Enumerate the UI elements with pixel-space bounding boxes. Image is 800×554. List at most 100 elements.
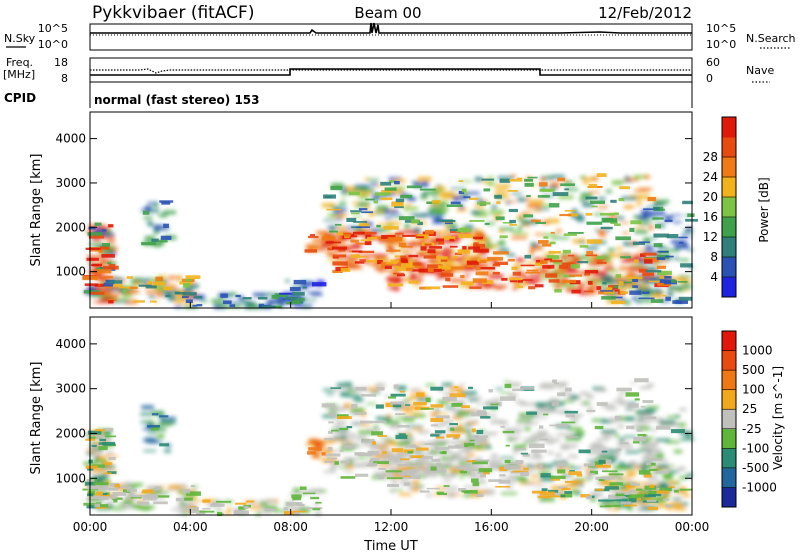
velocity-cell-1274 xyxy=(621,484,628,489)
power-cell-579 xyxy=(367,236,378,240)
power-cell-906 xyxy=(536,273,542,277)
velocity-cell-92 xyxy=(95,429,106,432)
velocity-cbar-tick-7: -1000 xyxy=(742,480,777,494)
power-cell-1016 xyxy=(600,226,613,230)
velocity-cell-338 xyxy=(325,453,341,457)
velocity-cell-1252 xyxy=(557,486,568,489)
velocity-cell-554 xyxy=(407,450,421,454)
power-cell-1108 xyxy=(530,242,538,247)
velocity-cell-1039 xyxy=(601,419,614,424)
velocity-cell-64 xyxy=(98,457,103,461)
velocity-cell-28 xyxy=(87,490,96,496)
power-cell-446 xyxy=(398,251,410,254)
velocity-cell-194 xyxy=(137,501,150,506)
velocity-cell-1140 xyxy=(579,403,593,406)
velocity-cell-849 xyxy=(519,482,528,485)
power-cell-743 xyxy=(375,184,387,187)
power-cell-957 xyxy=(531,219,541,223)
velocity-cell-1100 xyxy=(524,427,531,431)
power-cell-1307 xyxy=(632,296,637,301)
velocity-cell-1046 xyxy=(601,450,608,453)
velocity-cell-394 xyxy=(451,452,461,457)
velocity-cell-671 xyxy=(372,420,387,424)
velocity-cell-484 xyxy=(340,476,356,479)
velocity-cell-1057 xyxy=(540,432,548,437)
velocity-cell-991 xyxy=(617,424,625,429)
velocity-cell-721 xyxy=(472,435,489,438)
velocity-cell-171 xyxy=(126,488,137,492)
velocity-cell-753 xyxy=(430,411,439,417)
power-cell-783 xyxy=(400,194,413,199)
power-cell-1261 xyxy=(584,269,599,274)
velocity-cell-933 xyxy=(531,449,547,453)
velocity-cell-673 xyxy=(476,410,487,415)
power-cell-1372 xyxy=(629,290,642,295)
power-cell-652 xyxy=(330,227,335,232)
velocity-cell-1132 xyxy=(564,410,578,414)
velocity-cell-321 xyxy=(308,447,322,451)
power-cell-615 xyxy=(328,225,342,228)
velocity-cell-605 xyxy=(471,412,488,417)
velocity-cell-1420 xyxy=(658,422,674,427)
velocity-cell-1157 xyxy=(643,473,652,478)
power-cell-503 xyxy=(325,234,339,237)
velocity-cell-1018 xyxy=(589,444,605,449)
power-cell-363 xyxy=(332,261,348,266)
power-cell-307 xyxy=(311,293,323,296)
velocity-cell-968 xyxy=(515,423,530,426)
power-cell-892 xyxy=(449,278,466,282)
power-cell-492 xyxy=(369,262,383,266)
nsearch-tick-high: 10^5 xyxy=(706,22,736,35)
power-cell-1060 xyxy=(529,199,544,204)
velocity-cell-774 xyxy=(463,424,473,427)
velocity-cell-1255 xyxy=(636,497,641,501)
power-cell-637 xyxy=(384,217,391,220)
power-cell-1074 xyxy=(582,202,594,207)
velocity-cell-877 xyxy=(396,466,409,471)
velocity-cell-1021 xyxy=(586,409,596,413)
velocity-cbar-swatch-2 xyxy=(722,448,736,469)
power-cell-201 xyxy=(161,201,171,205)
velocity-cell-1090 xyxy=(623,435,638,438)
velocity-cell-539 xyxy=(415,452,431,456)
velocity-cell-954 xyxy=(647,451,657,455)
velocity-cell-19 xyxy=(86,433,101,437)
power-cell-642 xyxy=(346,217,357,223)
velocity-cell-620 xyxy=(354,412,367,415)
velocity-cell-264 xyxy=(264,505,278,510)
power-cell-1010 xyxy=(607,248,615,252)
power-cell-1097 xyxy=(586,251,594,255)
power-cell-571 xyxy=(449,230,461,234)
velocity-cell-91 xyxy=(100,489,106,492)
velocity-cell-830 xyxy=(495,485,511,488)
power-cell-1363 xyxy=(601,296,616,300)
velocity-cell-575 xyxy=(464,442,475,446)
power-cell-453 xyxy=(427,264,443,269)
velocity-cell-1334 xyxy=(609,482,624,486)
velocity-cell-1096 xyxy=(601,430,617,434)
velocity-cell-640 xyxy=(410,391,424,393)
velocity-cell-974 xyxy=(563,444,578,448)
velocity-cell-1048 xyxy=(565,387,572,392)
power-cell-723 xyxy=(433,207,449,212)
power-cell-879 xyxy=(535,262,543,267)
freq-unit: [MHz] xyxy=(3,68,35,81)
power-cell-160 xyxy=(112,284,123,287)
power-cell-514 xyxy=(452,255,459,259)
velocity-cell-547 xyxy=(327,457,337,460)
power-cell-721 xyxy=(389,180,397,183)
power-cell-1104 xyxy=(485,236,491,240)
power-cell-1346 xyxy=(602,281,607,285)
velocity-cell-603 xyxy=(405,429,411,432)
velocity-cell-648 xyxy=(342,387,358,390)
power-cell-1291 xyxy=(608,285,616,289)
power-cell-814 xyxy=(446,269,461,272)
velocity-cell-607 xyxy=(328,421,334,424)
velocity-cell-131 xyxy=(190,484,195,488)
power-cell-535 xyxy=(352,231,365,235)
power-cell-1042 xyxy=(509,178,518,182)
velocity-cell-46 xyxy=(85,450,98,452)
power-cell-958 xyxy=(499,178,511,183)
power-cell-809 xyxy=(469,257,481,262)
power-cell-673 xyxy=(394,206,404,209)
